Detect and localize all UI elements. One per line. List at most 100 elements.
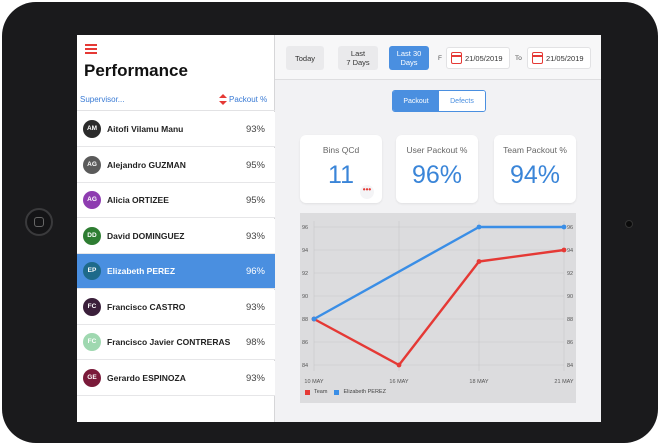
employee-name: Gerardo ESPINOZA bbox=[107, 372, 186, 383]
bins-qcd-value: 11 bbox=[328, 161, 354, 189]
avatar: AM bbox=[83, 120, 101, 138]
avatar: EP bbox=[83, 262, 101, 280]
series-line-team bbox=[313, 248, 565, 367]
employee-packout: 93% bbox=[245, 301, 265, 313]
from-date-picker[interactable]: 21/05/2019 bbox=[446, 47, 510, 69]
hamburger-menu-icon[interactable] bbox=[85, 44, 97, 54]
employee-name: Francisco CASTRO bbox=[107, 301, 186, 312]
y-tick-right: 92 bbox=[567, 271, 573, 277]
last-7-days-button[interactable]: Last 7 Days bbox=[338, 46, 378, 70]
data-point bbox=[311, 316, 317, 322]
calendar-icon bbox=[451, 52, 462, 64]
employee-row[interactable]: EP Elizabeth PEREZ 96% bbox=[77, 254, 275, 289]
metric-toggle: Packout Defects bbox=[392, 90, 486, 112]
more-options-icon[interactable]: ••• bbox=[360, 185, 374, 199]
data-point bbox=[561, 224, 567, 230]
user-packout-label: User Packout % bbox=[406, 145, 468, 155]
sort-icon[interactable] bbox=[219, 94, 227, 105]
data-point bbox=[396, 362, 402, 368]
legend-swatch-user bbox=[334, 389, 340, 395]
packout-chart: 84 84 86 86 88 88 90 90 92 92 94 94 96 96 10 MAY 16 MAY… bbox=[300, 213, 576, 403]
avatar: FC bbox=[83, 297, 101, 316]
today-button[interactable]: Today bbox=[286, 46, 324, 70]
from-label: F bbox=[438, 55, 442, 62]
employee-name: Alicia ORTIZEE bbox=[107, 195, 169, 205]
data-point bbox=[476, 224, 482, 230]
employee-packout: 96% bbox=[245, 266, 265, 277]
list-header: Supervisor... Packout % bbox=[77, 89, 275, 111]
x-tick-label: 21 MAY bbox=[554, 379, 573, 385]
chart-svg: 84 84 86 86 88 88 90 90 92 92 94 94 96 96 10 MAY 16 MAY… bbox=[302, 221, 574, 385]
user-packout-value: 96% bbox=[411, 161, 463, 189]
avatar: AG bbox=[83, 191, 101, 209]
team-packout-label: Team Packout % bbox=[503, 145, 567, 155]
to-date-value: 21/05/2019 bbox=[546, 53, 584, 63]
data-point bbox=[476, 259, 482, 264]
team-packout-value: 94% bbox=[509, 161, 561, 189]
legend-user: Elizabeth PEREZ bbox=[343, 389, 386, 395]
user-packout-card: User Packout % 96% bbox=[396, 135, 478, 203]
x-tick-label: 10 MAY bbox=[304, 379, 323, 385]
packout-sort-label[interactable]: Packout % bbox=[229, 95, 268, 104]
employee-row[interactable]: FC Francisco Javier CONTRERAS 98% bbox=[77, 325, 275, 360]
employee-name: Francisco Javier CONTRERAS bbox=[107, 337, 231, 347]
employee-row[interactable]: AG Alejandro GUZMAN 95% bbox=[77, 147, 275, 183]
employee-name: Alejandro GUZMAN bbox=[107, 159, 186, 170]
team-packout-card: Team Packout % 94% bbox=[494, 135, 576, 203]
bins-qcd-label: Bins QCd bbox=[322, 145, 360, 155]
employee-row[interactable]: GE Gerardo ESPINOZA 93% bbox=[77, 360, 275, 396]
employee-packout: 93% bbox=[245, 124, 265, 135]
camera bbox=[625, 220, 633, 228]
employee-packout: 95% bbox=[245, 195, 265, 206]
last-30-days-button[interactable]: Last 30 Days bbox=[389, 46, 429, 70]
employee-packout: 93% bbox=[245, 230, 265, 242]
employee-packout: 93% bbox=[245, 372, 265, 384]
employee-row[interactable]: AG Alicia ORTIZEE 95% bbox=[77, 183, 275, 218]
bins-qcd-card: Bins QCd 11 ••• bbox=[300, 135, 382, 203]
y-tick-right: 88 bbox=[567, 317, 573, 323]
employee-row[interactable]: DD David DOMINGUEZ 93% bbox=[77, 218, 275, 254]
to-label: To bbox=[515, 55, 522, 62]
employee-name: Aitofi Vilamu Manu bbox=[107, 124, 184, 134]
y-tick-right: 96 bbox=[567, 225, 573, 231]
employee-row[interactable]: AM Aitofi Vilamu Manu 93% bbox=[77, 112, 275, 147]
legend-team: Team bbox=[314, 389, 328, 395]
avatar: AG bbox=[83, 155, 101, 174]
y-tick-left: 96 bbox=[302, 225, 308, 231]
avatar: FC bbox=[83, 333, 101, 351]
avatar: DD bbox=[83, 226, 101, 245]
y-tick-left: 92 bbox=[302, 271, 308, 277]
avatar: GE bbox=[83, 368, 101, 387]
y-tick-right: 84 bbox=[567, 363, 573, 369]
legend-swatch-team bbox=[305, 389, 310, 395]
date-toolbar: Today Last 7 Days Last 30 Days F 21/05/2… bbox=[275, 35, 601, 80]
y-tick-left: 86 bbox=[302, 340, 308, 346]
employee-name: Elizabeth PEREZ bbox=[107, 266, 176, 276]
employee-name: David DOMINGUEZ bbox=[107, 230, 185, 241]
y-tick-left: 94 bbox=[302, 248, 308, 254]
x-tick-label: 16 MAY bbox=[389, 379, 408, 385]
from-date-value: 21/05/2019 bbox=[465, 53, 503, 63]
employee-row[interactable]: FC Francisco CASTRO 93% bbox=[77, 289, 275, 325]
y-tick-left: 88 bbox=[302, 317, 308, 323]
tab-defects[interactable]: Defects bbox=[439, 91, 485, 111]
x-tick-label: 18 MAY bbox=[469, 379, 488, 385]
supervisor-filter[interactable]: Supervisor... bbox=[80, 95, 125, 104]
y-tick-right: 94 bbox=[567, 248, 573, 254]
employee-packout: 95% bbox=[245, 159, 265, 171]
home-button[interactable] bbox=[25, 208, 53, 236]
tab-packout[interactable]: Packout bbox=[393, 91, 439, 111]
y-tick-right: 86 bbox=[567, 340, 573, 346]
employee-packout: 98% bbox=[245, 337, 265, 348]
data-point bbox=[561, 247, 567, 253]
employee-panel: Performance Supervisor... Packout % AM Ai… bbox=[77, 35, 275, 422]
calendar-icon bbox=[532, 52, 543, 64]
to-date-picker[interactable]: 21/05/2019 bbox=[527, 47, 591, 69]
screen: Performance Supervisor... Packout % AM Ai… bbox=[77, 35, 601, 422]
y-tick-left: 90 bbox=[302, 294, 308, 300]
y-tick-left: 84 bbox=[302, 363, 308, 369]
chart-legend: Team Elizabeth PEREZ bbox=[305, 389, 386, 395]
y-tick-right: 90 bbox=[567, 294, 573, 300]
page-title: Performance bbox=[84, 61, 188, 80]
